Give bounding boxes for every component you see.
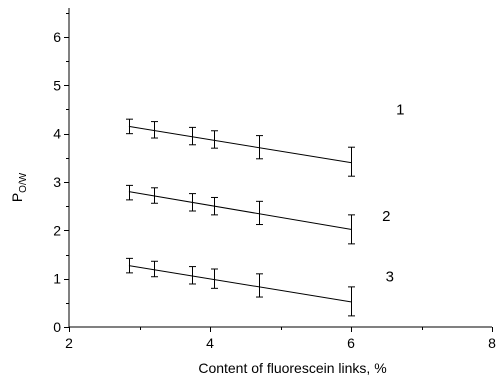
- error-bar: [256, 135, 263, 160]
- series-3: 3: [126, 257, 394, 317]
- error-bar: [211, 196, 218, 216]
- y-tick-label: 2: [53, 222, 61, 238]
- y-tick-label: 6: [53, 29, 61, 45]
- y-tick-label: 5: [53, 77, 61, 93]
- error-bar: [151, 187, 158, 204]
- error-bar: [348, 214, 355, 245]
- error-bar: [151, 121, 158, 139]
- x-axis-label: Content of fluorescein links, %: [198, 360, 386, 376]
- y-tick-label: 1: [53, 271, 61, 287]
- x-tick-label: 2: [65, 335, 73, 351]
- y-tick-label: 0: [53, 319, 61, 335]
- fit-line: [128, 265, 352, 303]
- error-bar: [126, 118, 133, 135]
- error-bar: [189, 126, 196, 146]
- y-tick-label: 4: [53, 126, 61, 142]
- error-bar: [126, 257, 133, 274]
- error-bar: [211, 130, 218, 149]
- fit-line: [128, 191, 352, 230]
- x-tick-label: 4: [206, 335, 214, 351]
- x-tick-label: 6: [347, 335, 355, 351]
- error-bar: [126, 184, 133, 201]
- error-bar: [151, 260, 158, 278]
- y-tick-label: 3: [53, 174, 61, 190]
- series-2: 2: [126, 184, 390, 245]
- error-bar: [348, 146, 355, 177]
- labels-layer: Content of fluorescein links, % PO/W: [9, 172, 387, 376]
- y-axis-label-subscript: O/W: [18, 172, 29, 193]
- y-axis-label-main: P: [9, 193, 25, 202]
- error-bar: [348, 286, 355, 317]
- series-layer: 1 2 3: [126, 102, 405, 317]
- x-tick-label: 8: [488, 335, 496, 351]
- series-label: 3: [386, 268, 394, 285]
- fit-line: [128, 125, 352, 164]
- axes: 2 4 6 8 0 1 2 3 4 5 6: [53, 8, 496, 351]
- y-axis-label: PO/W: [9, 172, 29, 202]
- error-bar: [256, 273, 263, 298]
- error-bar: [211, 268, 218, 289]
- series-1: 1: [126, 102, 405, 177]
- error-bar: [189, 266, 196, 285]
- series-label: 1: [396, 102, 404, 119]
- error-bar: [256, 200, 263, 226]
- error-bar: [189, 193, 196, 212]
- series-label: 2: [382, 208, 390, 225]
